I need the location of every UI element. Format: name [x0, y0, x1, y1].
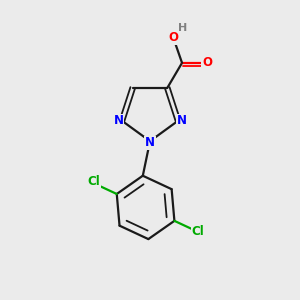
Text: H: H: [178, 22, 188, 32]
Text: Cl: Cl: [191, 225, 204, 239]
Text: N: N: [113, 114, 124, 127]
Text: Cl: Cl: [88, 175, 100, 188]
Text: N: N: [176, 114, 187, 127]
Text: O: O: [202, 56, 212, 69]
Text: N: N: [145, 136, 155, 149]
Text: O: O: [169, 31, 179, 44]
